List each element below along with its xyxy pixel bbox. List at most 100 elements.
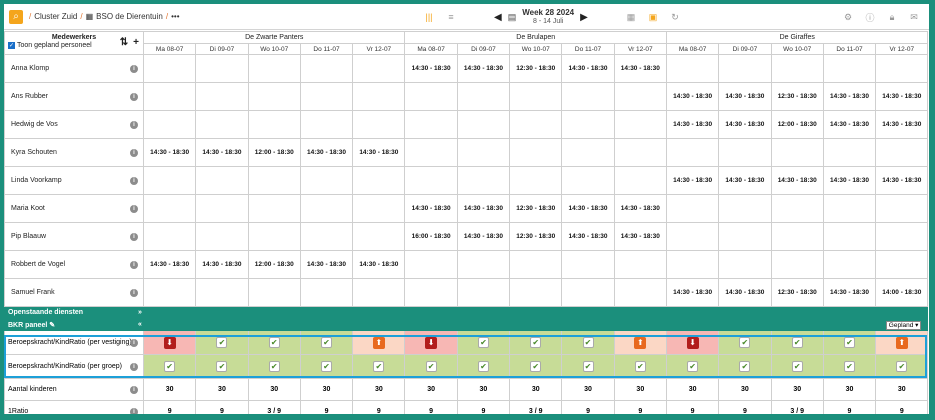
expand-icon[interactable]: » xyxy=(138,309,142,316)
calculator-icon[interactable]: ▦ xyxy=(626,11,636,22)
bkr-status-cell[interactable]: ✔ xyxy=(404,354,458,379)
shift-cell[interactable] xyxy=(875,222,929,251)
shift-cell[interactable]: 14:30 - 18:30 xyxy=(404,54,458,83)
shift-cell[interactable] xyxy=(613,138,667,167)
shift-cell[interactable]: 14:30 - 18:30 xyxy=(665,166,720,195)
shift-cell[interactable] xyxy=(299,166,354,195)
shift-cell[interactable] xyxy=(404,82,458,111)
shift-cell[interactable]: 14:30 - 18:30 xyxy=(456,222,511,251)
shift-cell[interactable] xyxy=(509,138,563,167)
shift-cell[interactable] xyxy=(509,250,563,279)
shift-cell[interactable] xyxy=(665,54,720,83)
info-icon[interactable]: i xyxy=(130,148,138,157)
edit-icon[interactable]: ✎ xyxy=(47,321,56,329)
shift-cell[interactable]: 12:30 - 18:30 xyxy=(509,194,563,223)
employee-name-cell[interactable]: Robbert de Vogel i xyxy=(4,250,144,279)
shift-cell[interactable] xyxy=(195,82,249,111)
shift-cell[interactable] xyxy=(875,54,929,83)
employee-name-cell[interactable]: Kyra Schouten i xyxy=(4,138,144,167)
shift-cell[interactable]: 12:30 - 18:30 xyxy=(509,54,563,83)
shift-cell[interactable] xyxy=(247,110,301,139)
shift-cell[interactable] xyxy=(718,250,772,279)
mail-icon[interactable]: ✉ xyxy=(910,11,918,22)
bkr-status-cell[interactable]: ✔ xyxy=(247,330,301,355)
shift-cell[interactable] xyxy=(404,110,458,139)
shift-cell[interactable] xyxy=(875,250,929,279)
shift-cell[interactable]: 14:30 - 18:30 xyxy=(718,278,772,307)
shift-cell[interactable] xyxy=(247,166,301,195)
shift-cell[interactable]: 12:30 - 18:30 xyxy=(770,278,824,307)
shift-cell[interactable]: 14:30 - 18:30 xyxy=(822,82,877,111)
bkr-status-cell[interactable]: ✔ xyxy=(561,330,615,355)
employee-name-cell[interactable]: Anna Klomp i xyxy=(4,54,144,83)
shift-cell[interactable] xyxy=(142,166,197,195)
show-planned-checkbox[interactable]: ✓ xyxy=(8,42,15,49)
lock-icon[interactable]: 🔒︎ xyxy=(889,11,895,22)
shift-cell[interactable] xyxy=(613,250,667,279)
shift-cell[interactable] xyxy=(718,222,772,251)
shift-cell[interactable] xyxy=(195,166,249,195)
info-icon[interactable]: i xyxy=(130,288,138,297)
bkr-panel-section[interactable]: BKR paneel ✎ « Gepland ▾ xyxy=(4,318,929,331)
shift-cell[interactable] xyxy=(142,194,197,223)
shift-cell[interactable]: 14:30 - 18:30 xyxy=(665,278,720,307)
shift-cell[interactable] xyxy=(613,166,667,195)
shift-cell[interactable] xyxy=(456,278,511,307)
bkr-status-cell[interactable]: ✔ xyxy=(195,354,249,379)
shift-cell[interactable] xyxy=(770,138,824,167)
shift-cell[interactable]: 12:00 - 18:30 xyxy=(247,138,301,167)
shift-cell[interactable] xyxy=(352,166,406,195)
breadcrumb-location[interactable]: BSO de Dierentuin xyxy=(96,12,163,21)
shift-cell[interactable] xyxy=(247,222,301,251)
calendar-today-icon[interactable]: ▣ xyxy=(648,11,658,22)
list-view-icon[interactable]: ≡ xyxy=(448,12,454,22)
info-icon[interactable]: i xyxy=(130,260,138,269)
shift-cell[interactable] xyxy=(875,194,929,223)
employee-name-cell[interactable]: Pip Blaauw i xyxy=(4,222,144,251)
shift-cell[interactable] xyxy=(247,278,301,307)
bkr-status-cell[interactable]: ✔ xyxy=(299,330,354,355)
bkr-status-cell[interactable]: ✔ xyxy=(456,354,511,379)
shift-cell[interactable] xyxy=(299,278,354,307)
shift-cell[interactable]: 14:30 - 18:30 xyxy=(456,194,511,223)
shift-cell[interactable] xyxy=(247,194,301,223)
shift-cell[interactable] xyxy=(195,110,249,139)
shift-cell[interactable]: 14:30 - 18:30 xyxy=(456,54,511,83)
shift-cell[interactable] xyxy=(142,54,197,83)
bkr-status-cell[interactable]: ⬇ xyxy=(404,330,458,355)
bkr-status-cell[interactable]: ✔ xyxy=(718,330,772,355)
bkr-status-cell[interactable]: ✔ xyxy=(822,354,877,379)
shift-cell[interactable] xyxy=(718,138,772,167)
shift-cell[interactable] xyxy=(352,222,406,251)
collapse-icon[interactable]: « xyxy=(138,320,142,328)
bkr-status-cell[interactable]: ✔ xyxy=(561,354,615,379)
bkr-status-cell[interactable]: ✔ xyxy=(142,354,197,379)
employee-name-cell[interactable]: Ans Rubber i xyxy=(4,82,144,111)
calendar-icon[interactable]: ▤ xyxy=(507,11,517,22)
employee-name-cell[interactable]: Linda Voorkamp i xyxy=(4,166,144,195)
bkr-status-cell[interactable]: ✔ xyxy=(195,330,249,355)
shift-cell[interactable]: 14:30 - 18:30 xyxy=(875,166,929,195)
shift-cell[interactable]: 14:30 - 18:30 xyxy=(142,138,197,167)
shift-cell[interactable]: 14:30 - 18:30 xyxy=(718,110,772,139)
shift-cell[interactable] xyxy=(195,278,249,307)
shift-cell[interactable] xyxy=(456,250,511,279)
next-week-icon[interactable]: ▶ xyxy=(580,11,588,23)
gear-icon[interactable]: ⚙ xyxy=(843,11,853,22)
info-icon[interactable]: i xyxy=(130,176,138,185)
bkr-status-cell[interactable]: ⬆ xyxy=(352,330,406,355)
shift-cell[interactable] xyxy=(142,222,197,251)
shift-cell[interactable]: 14:30 - 18:30 xyxy=(718,82,772,111)
shift-cell[interactable] xyxy=(561,278,615,307)
shift-cell[interactable] xyxy=(561,166,615,195)
shift-cell[interactable]: 14:30 - 18:30 xyxy=(665,110,720,139)
bkr-status-cell[interactable]: ✔ xyxy=(770,354,824,379)
shift-cell[interactable]: 14:30 - 18:30 xyxy=(875,82,929,111)
shift-cell[interactable] xyxy=(352,278,406,307)
shift-cell[interactable]: 12:00 - 18:30 xyxy=(770,110,824,139)
shift-cell[interactable] xyxy=(509,166,563,195)
shift-cell[interactable] xyxy=(456,138,511,167)
bkr-status-cell[interactable]: ✔ xyxy=(770,330,824,355)
shift-cell[interactable] xyxy=(770,250,824,279)
shift-cell[interactable] xyxy=(875,138,929,167)
